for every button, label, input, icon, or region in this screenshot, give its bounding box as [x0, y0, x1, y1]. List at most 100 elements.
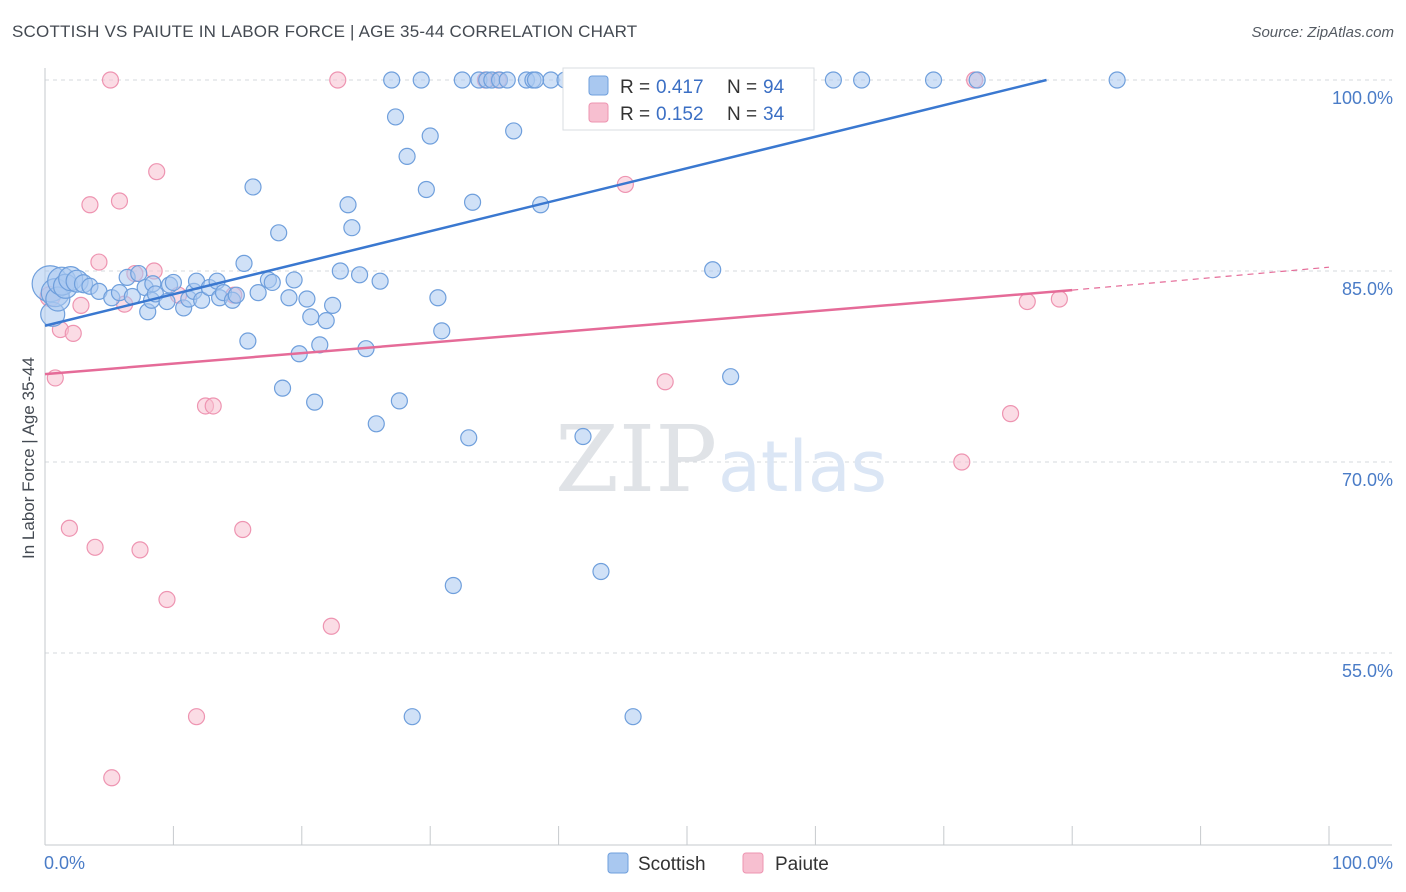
scottish-point-72 — [463, 193, 482, 211]
paiute-point-9 — [101, 71, 120, 89]
legend-swatch-scottish — [588, 75, 609, 96]
paiute-point-29 — [656, 373, 674, 391]
series-legend-swatch-paiute — [742, 852, 764, 874]
scottish-point-63 — [403, 708, 421, 726]
paiute-point-32 — [1001, 405, 1020, 423]
series-legend-swatch-scottish — [607, 852, 629, 874]
paiute-points — [39, 71, 1068, 787]
paiute-point-7 — [86, 538, 104, 556]
paiute-point-11 — [110, 192, 129, 210]
scottish-point-47 — [302, 308, 320, 326]
paiute-point-33 — [1018, 292, 1036, 311]
scottish-point-60 — [386, 108, 405, 126]
legend-r-label-paiute: R = — [620, 104, 650, 125]
scottish-point-88 — [624, 708, 642, 726]
scottish-point-35 — [235, 254, 253, 272]
scottish-point-38 — [249, 284, 267, 302]
paiute-point-4 — [64, 324, 82, 342]
scottish-point-68 — [433, 322, 451, 340]
scottish-point-41 — [270, 224, 288, 242]
scottish-point-95 — [1108, 71, 1126, 89]
scottish-point-77 — [498, 71, 516, 89]
scottish-point-52 — [331, 262, 349, 280]
scottish-point-40 — [263, 273, 281, 292]
paiute-point-30 — [953, 453, 971, 471]
paiute-point-24 — [322, 617, 340, 635]
legend-n-value-scottish: 94 — [763, 77, 785, 98]
scottish-point-65 — [417, 180, 435, 199]
scottish-point-62 — [398, 147, 416, 165]
y-tick-label-70: 70.0% — [1342, 470, 1393, 490]
paiute-trend-line — [44, 288, 1073, 376]
scottish-point-46 — [298, 290, 316, 308]
scottish-point-61 — [390, 392, 408, 410]
scottish-point-51 — [324, 296, 342, 314]
scottish-point-37 — [244, 178, 262, 196]
scottish-point-15 — [130, 264, 148, 283]
scottish-point-53 — [339, 196, 357, 214]
scottish-point-91 — [824, 71, 842, 89]
paiute-point-6 — [81, 196, 99, 214]
scottish-point-42 — [273, 379, 292, 397]
paiute-point-17 — [158, 590, 176, 609]
scottish-point-44 — [285, 271, 303, 289]
scottish-point-92 — [853, 71, 871, 89]
paiute-point-16 — [148, 163, 166, 181]
y-tick-label-85: 85.0% — [1342, 279, 1393, 299]
paiute-point-5 — [72, 296, 90, 314]
scottish-point-70 — [453, 71, 471, 89]
scottish-point-86 — [592, 562, 610, 581]
paiute-trend-extension — [1072, 266, 1330, 291]
paiute-point-3 — [60, 519, 78, 537]
source-label: Source: ZipAtlas.com — [1251, 24, 1394, 41]
scottish-trend-line — [44, 78, 1047, 327]
y-axis-title: In Labor Force | Age 35-44 — [19, 357, 38, 559]
watermark-zip: ZIP — [555, 406, 717, 513]
legend-swatch-paiute — [588, 102, 609, 123]
legend-n-label-paiute: N = — [727, 104, 757, 125]
x-tick-label-min: 0.0% — [44, 853, 85, 873]
scottish-point-58 — [371, 272, 389, 290]
legend-r-value-paiute: 0.152 — [656, 104, 704, 125]
scottish-point-59 — [383, 71, 401, 89]
trend-lines — [44, 78, 1330, 376]
scottish-point-78 — [505, 122, 523, 140]
scottish-point-36 — [239, 332, 257, 350]
scottish-point-64 — [412, 71, 430, 89]
y-tick-labels: 55.0% 70.0% 85.0% 100.0% — [1332, 88, 1393, 681]
paiute-point-25 — [329, 71, 347, 89]
watermark: ZIP atlas — [555, 406, 887, 513]
scottish-point-90 — [722, 368, 740, 386]
scottish-point-69 — [444, 576, 462, 595]
paiute-point-8 — [90, 253, 108, 271]
scottish-point-57 — [367, 415, 385, 433]
x-tick-labels: 0.0% 100.0% — [44, 853, 1393, 873]
scottish-point-96 — [526, 71, 545, 89]
x-tick-label-max: 100.0% — [1332, 853, 1393, 873]
series-legend: Scottish Paiute — [607, 852, 829, 875]
scottish-point-23 — [164, 273, 182, 292]
scottish-point-43 — [280, 289, 298, 307]
watermark-atlas: atlas — [718, 426, 887, 508]
scottish-point-48 — [306, 393, 324, 411]
scottish-point-55 — [350, 266, 369, 284]
legend-r-label-scottish: R = — [620, 77, 650, 98]
series-legend-label-paiute: Paiute — [775, 854, 829, 875]
scottish-point-93 — [924, 71, 943, 89]
gridlines — [45, 79, 1392, 654]
legend-n-value-paiute: 34 — [763, 104, 785, 125]
legend-r-value-scottish: 0.417 — [656, 77, 704, 98]
chart-title: SCOTTISH VS PAIUTE IN LABOR FORCE | AGE … — [12, 22, 638, 41]
axes — [44, 68, 1392, 846]
paiute-point-34 — [1050, 290, 1068, 308]
y-tick-label-55: 55.0% — [1342, 661, 1393, 681]
paiute-point-21 — [204, 397, 222, 415]
paiute-point-10 — [103, 769, 121, 787]
scottish-points — [31, 71, 1126, 726]
scottish-point-34 — [227, 286, 245, 304]
scottish-point-54 — [343, 219, 361, 237]
scottish-point-71 — [460, 429, 478, 447]
legend-n-label-scottish: N = — [727, 77, 757, 98]
paiute-point-19 — [187, 708, 206, 726]
